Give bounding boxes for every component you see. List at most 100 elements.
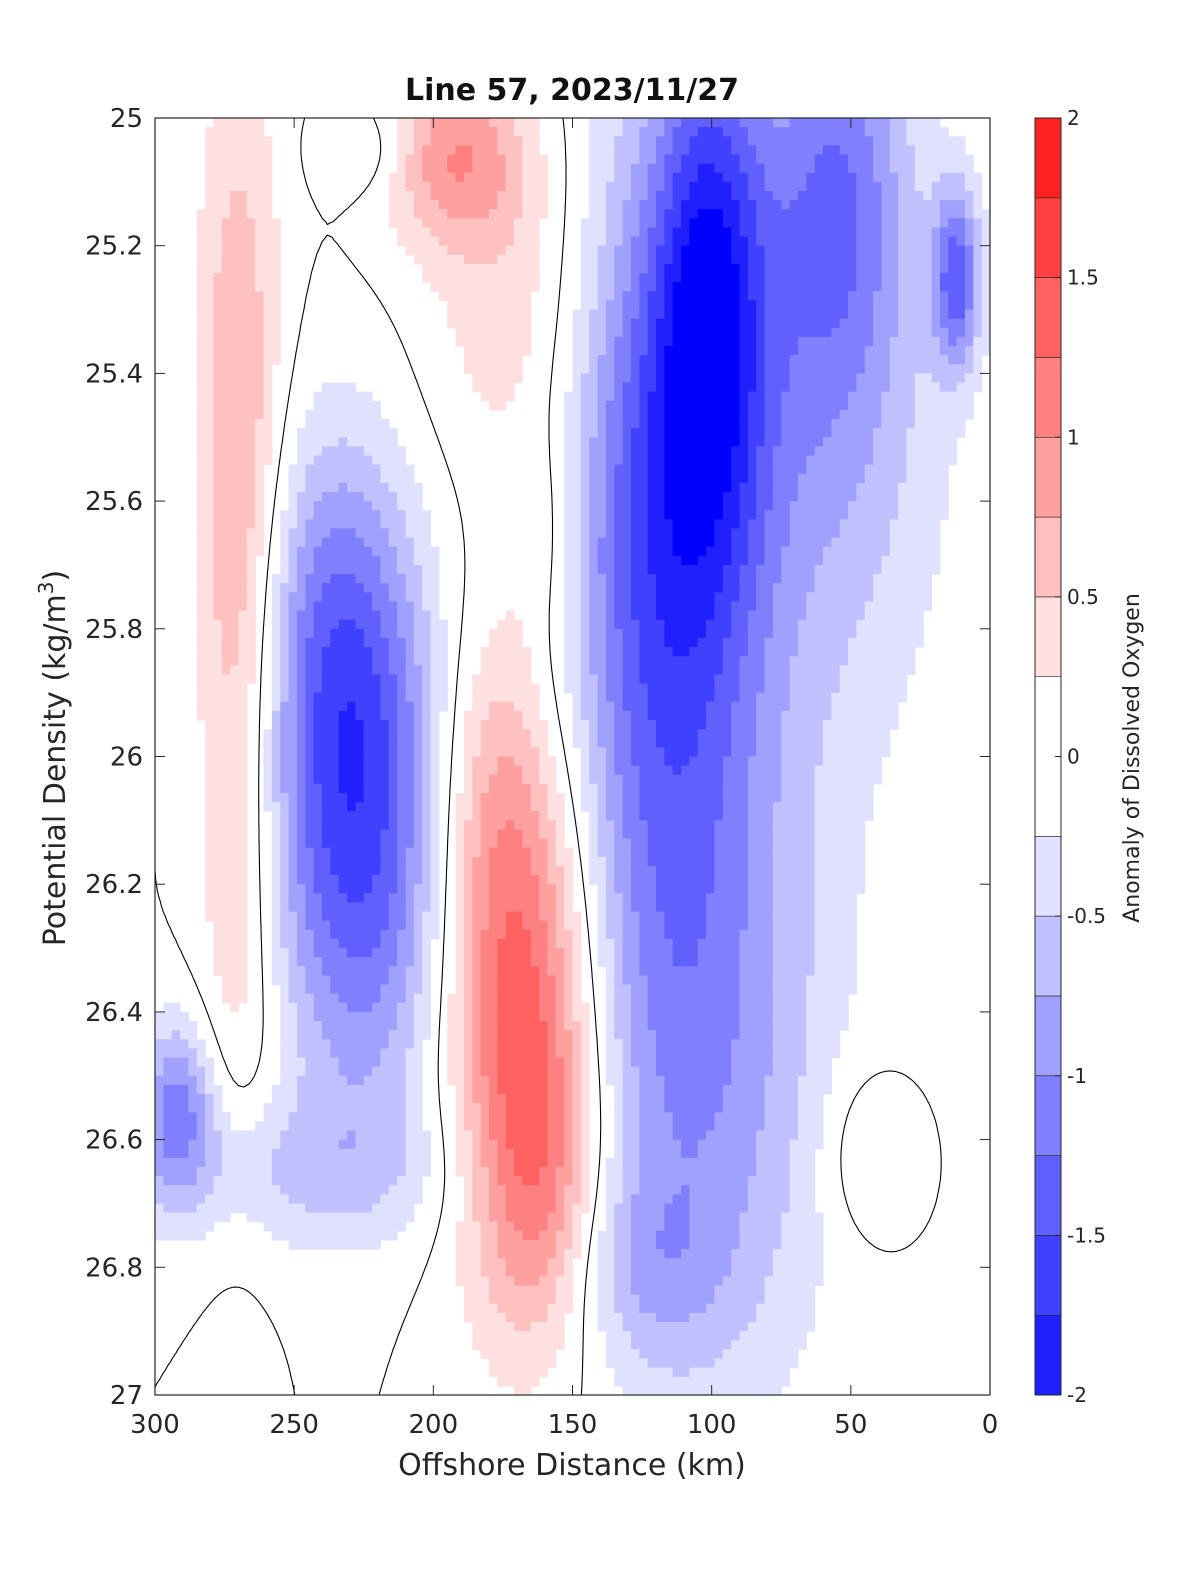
contour-cell [630, 1239, 657, 1250]
contour-cell [656, 1239, 690, 1250]
contour-cell [672, 181, 690, 192]
contour-cell [889, 355, 949, 365]
contour-cell [463, 1057, 473, 1068]
contour-cell [630, 847, 649, 858]
contour-cell [455, 893, 465, 904]
contour-cell [589, 336, 607, 347]
contour-cell [781, 200, 791, 210]
contour-cell [455, 820, 465, 831]
contour-cell [380, 1057, 407, 1068]
contour-cell [580, 273, 599, 283]
contour-cell [397, 136, 415, 146]
contour-cell [898, 318, 933, 329]
contour-cell [422, 163, 448, 174]
contour-cell [255, 227, 281, 238]
contour-cell [864, 473, 908, 484]
contour-cell [413, 601, 423, 612]
contour-cell [923, 190, 933, 201]
contour-cell [898, 327, 933, 338]
contour-cell [747, 856, 774, 867]
contour-cell [397, 546, 415, 557]
contour-cell [664, 172, 674, 183]
contour-cell [605, 190, 632, 201]
contour-cell [772, 1249, 824, 1259]
contour-cell [338, 1139, 356, 1150]
contour-cell [664, 756, 690, 767]
contour-cell [630, 528, 649, 539]
contour-cell [605, 674, 624, 685]
contour-cell [463, 929, 473, 940]
contour-cell [213, 501, 256, 511]
contour-cell [221, 236, 256, 247]
contour-cell [597, 254, 615, 265]
contour-cell [305, 774, 315, 785]
contour-cell [422, 792, 432, 803]
contour-cell [463, 1294, 490, 1305]
contour-cell [555, 929, 574, 940]
contour-cell [447, 318, 532, 329]
contour-cell [597, 400, 607, 411]
contour-cell [630, 838, 649, 849]
contour-cell [430, 756, 440, 767]
contour-cell [422, 263, 540, 274]
contour-cell [689, 145, 732, 156]
contour-cell [271, 619, 281, 630]
contour-cell [622, 674, 640, 685]
contour-cell [831, 419, 883, 429]
contour-cell [405, 847, 423, 858]
contour-cell [614, 756, 632, 767]
contour-cell [756, 710, 782, 721]
contour-cell [205, 811, 248, 821]
contour-cell [664, 1075, 732, 1086]
contour-cell [739, 1021, 774, 1031]
contour-cell [839, 318, 874, 329]
contour-cell [964, 263, 974, 274]
contour-cell [781, 792, 816, 803]
contour-cell [639, 628, 665, 639]
contour-cell [580, 1194, 590, 1205]
contour-cell [255, 245, 281, 256]
contour-cell [589, 309, 607, 320]
contour-cell [580, 373, 599, 384]
contour-cell [639, 373, 657, 384]
contour-cell [338, 437, 348, 447]
contour-cell [246, 209, 273, 219]
contour-cell [489, 1121, 507, 1132]
contour-cell [664, 227, 674, 238]
contour-cell [747, 428, 766, 438]
contour-cell [572, 1203, 590, 1214]
contour-cell [806, 1002, 849, 1013]
contour-cell [330, 1039, 390, 1049]
contour-cell [964, 355, 974, 365]
contour-cell [313, 774, 340, 785]
contour-cell [463, 820, 482, 831]
contour-cell [614, 537, 632, 548]
contour-cell [831, 701, 899, 712]
contour-cell [230, 1002, 240, 1013]
contour-cell [747, 236, 757, 247]
contour-cell [447, 1011, 465, 1022]
contour-cell [664, 1221, 690, 1232]
contour-cell [889, 373, 916, 384]
contour-cell [463, 729, 482, 739]
contour-cell [280, 911, 298, 922]
contour-cell [639, 1139, 682, 1150]
contour-cell [764, 245, 857, 256]
contour-cell [630, 501, 649, 511]
contour-cell [455, 875, 465, 885]
contour-cell [564, 1267, 574, 1278]
contour-cell [647, 564, 724, 575]
contour-cell [614, 482, 632, 493]
contour-cell [455, 792, 473, 803]
contour-cell [547, 1112, 565, 1122]
contour-cell [664, 911, 707, 922]
contour-cell [564, 555, 582, 566]
contour-cell [630, 318, 649, 329]
contour-cell [171, 1030, 181, 1040]
contour-cell [280, 875, 290, 885]
contour-cell [747, 792, 782, 803]
contour-cell [397, 619, 415, 630]
contour-cell [555, 911, 565, 922]
contour-cell [213, 473, 256, 484]
contour-cell [422, 601, 440, 612]
